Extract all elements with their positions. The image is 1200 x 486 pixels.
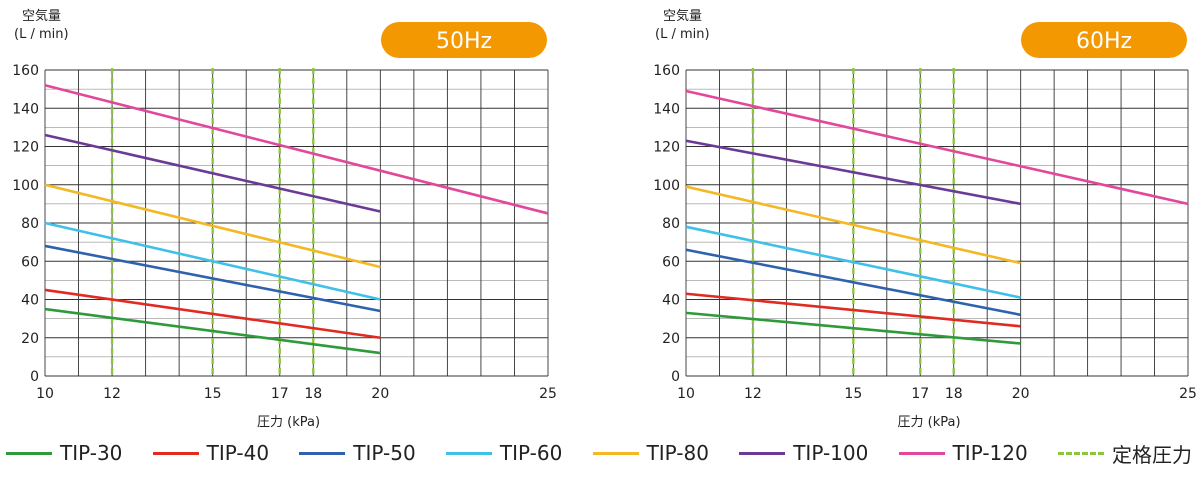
legend-label: TIP-80 [646,441,709,465]
chart-title: 50Hz [436,29,492,54]
legend-item: TIP-100 [739,441,868,465]
y-tick-label: 60 [21,254,39,270]
x-tick-label: 25 [539,386,557,402]
y-tick-label: 40 [21,293,39,309]
y-tick-label: 120 [12,140,39,156]
x-tick-label: 17 [911,386,929,402]
y-tick-label: 120 [653,140,680,156]
legend-item: TIP-80 [592,441,709,465]
y-tick-label: 160 [12,63,39,79]
series-line-tip-40 [685,292,1021,328]
series-line-tip-30 [44,307,381,355]
y-axis-title: 空気量 [22,8,61,24]
series-line-tip-50 [685,248,1021,317]
legend-label: TIP-30 [60,441,123,465]
legend-label: TIP-50 [353,441,416,465]
x-tick-label: 20 [371,386,389,402]
legend-swatch [152,451,199,455]
y-tick-label: 80 [21,216,39,232]
legend-label: TIP-40 [206,441,270,465]
series-line-tip-40 [44,288,381,340]
y-tick-label: 100 [12,178,39,194]
y-tick-label: 140 [653,101,680,117]
y-axis-title: 空気量 [663,8,702,24]
x-tick-label: 12 [744,386,762,402]
legend-item: TIP-60 [445,441,563,465]
x-tick-label: 10 [677,386,695,402]
series-line-tip-80 [44,183,381,269]
x-tick-label: 18 [945,386,963,402]
y-tick-label: 20 [662,331,680,347]
legend-swatch [1057,451,1104,455]
legend-swatch [6,451,52,455]
legend-swatch [592,451,639,455]
y-axis-unit: (L / min) [655,27,710,42]
series-line-tip-30 [685,311,1021,345]
legend: TIP-30 TIP-40 TIP-50 TIP-60 TIP-80 TIP-100 TIP… [0,438,1200,468]
y-tick-label: 40 [662,293,680,309]
x-axis-title: 圧力 (kPa) [897,415,960,430]
series-line-tip-100 [44,133,381,213]
plot-grid [44,69,549,377]
series-line-tip-120 [44,84,549,215]
frequency-badge [1021,22,1187,58]
legend-item: TIP-30 [6,441,122,465]
series-line-tip-100 [685,139,1021,206]
x-tick-label: 10 [36,386,54,402]
x-tick-label: 25 [1179,386,1197,402]
series-line-tip-50 [44,244,381,313]
y-tick-label: 60 [662,254,680,270]
legend-item: TIP-50 [299,441,416,465]
plot-grid [685,69,1189,377]
chart-title: 60Hz [1076,29,1132,54]
y-tick-label: 140 [12,101,39,117]
legend-item: TIP-40 [152,441,270,465]
frequency-badge [381,22,547,58]
legend-swatch [898,451,945,455]
y-tick-label: 160 [653,63,680,79]
chart-60hz: 0 20 40 60 80 100 120 140 160 10 12 15 17 18 20 25 空気量 (L… [653,8,1197,430]
series-line-tip-60 [685,225,1021,299]
y-tick-label: 80 [662,216,680,232]
legend-label: TIP-100 [793,441,869,465]
series-line-tip-60 [44,221,381,301]
series-line-tip-80 [685,185,1021,265]
x-tick-label: 20 [1012,386,1030,402]
x-tick-label: 15 [844,386,862,402]
x-tick-label: 18 [304,386,322,402]
legend-label: 定格圧力 [1111,442,1192,467]
legend-label: TIP-120 [952,441,1028,465]
y-tick-label: 20 [21,331,39,347]
legend-swatch [739,451,786,455]
y-tick-label: 100 [653,178,680,194]
x-tick-label: 15 [204,386,222,402]
chart-50hz: 0 20 40 60 80 100 120 140 160 10 12 15 17 18 20 25 空気量 (L… [12,8,557,430]
legend-label: TIP-60 [499,441,563,465]
y-tick-label: 0 [30,369,39,385]
legend-item: TIP-120 [898,441,1028,465]
x-tick-label: 12 [103,386,121,402]
y-axis-unit: (L / min) [14,27,69,42]
legend-swatch [299,451,346,455]
x-tick-label: 17 [271,386,289,402]
x-axis-title: 圧力 (kPa) [257,415,320,430]
y-tick-label: 0 [671,369,680,385]
legend-item: 定格圧力 [1057,439,1192,468]
series-line-tip-120 [685,89,1189,206]
legend-swatch [445,451,492,455]
